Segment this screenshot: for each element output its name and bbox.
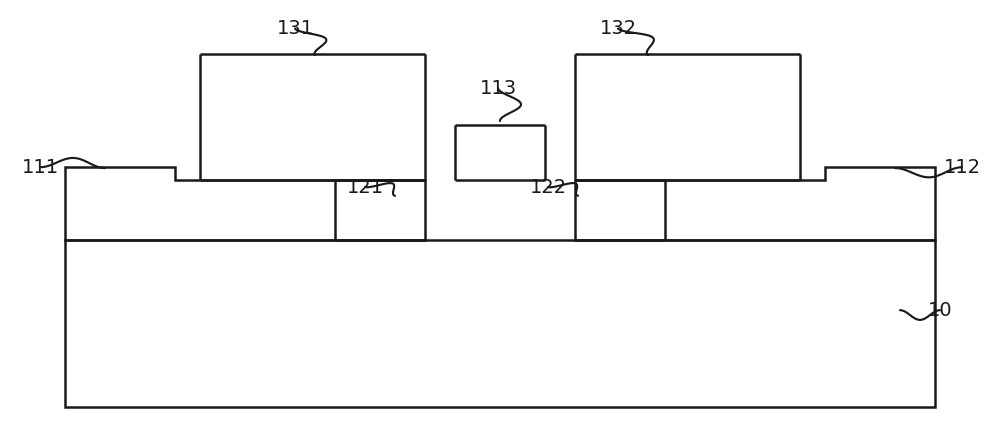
Text: 112: 112 [943,158,981,177]
Text: 132: 132 [599,19,637,38]
Text: 121: 121 [346,177,384,197]
Text: 111: 111 [21,158,59,177]
Text: 131: 131 [276,19,314,38]
Text: 10: 10 [928,301,952,320]
Text: 122: 122 [529,177,567,197]
Text: 113: 113 [479,78,517,98]
